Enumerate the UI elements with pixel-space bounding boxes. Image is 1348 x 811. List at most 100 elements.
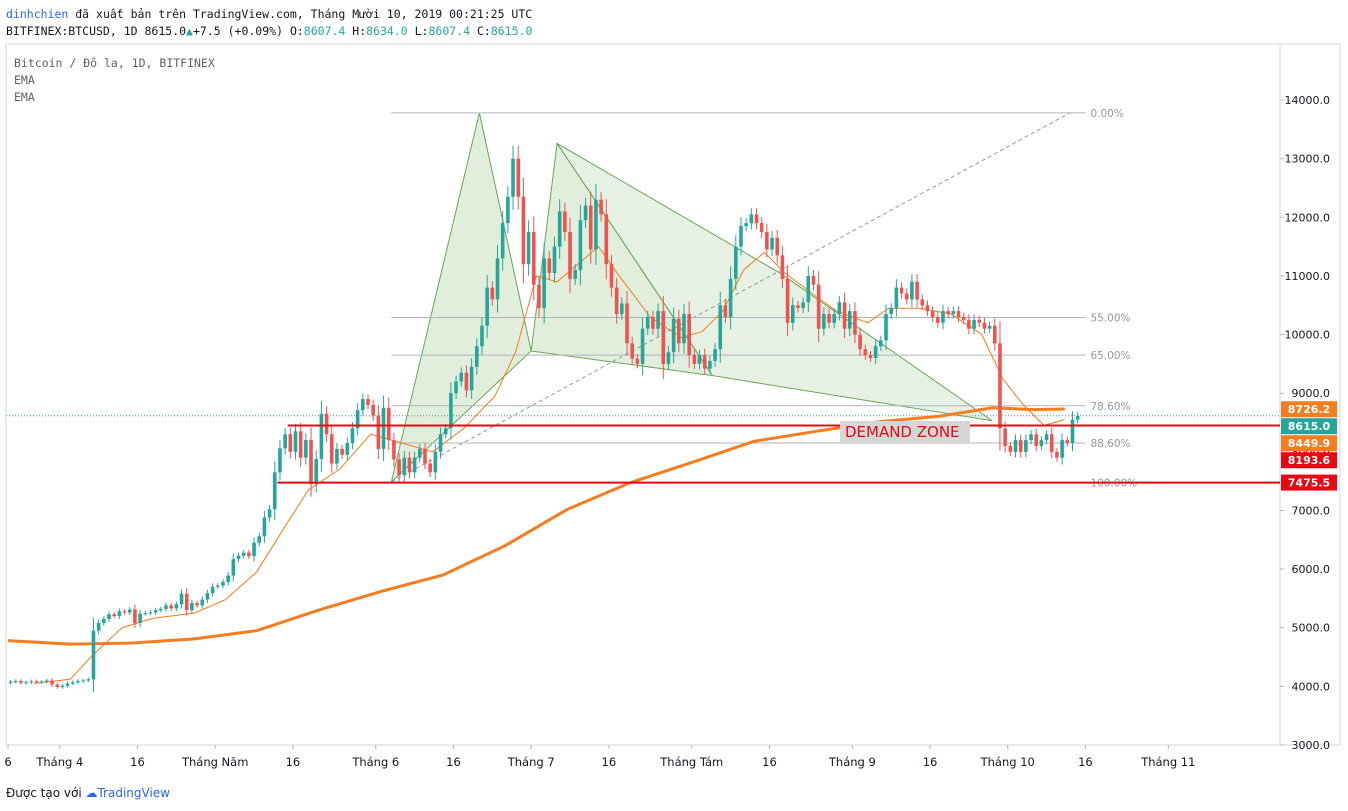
candle-body[interactable] — [298, 431, 303, 458]
candle-body[interactable] — [200, 599, 205, 606]
tradingview-brand-link[interactable]: TradingView — [97, 786, 170, 800]
candle-body[interactable] — [381, 407, 386, 449]
candle-body[interactable] — [412, 457, 417, 473]
candle-body[interactable] — [19, 681, 23, 683]
candle-body[interactable] — [552, 246, 557, 273]
candle-body[interactable] — [697, 355, 702, 364]
candle-body[interactable] — [407, 457, 412, 473]
candle-body[interactable] — [775, 237, 780, 256]
candle-body[interactable] — [1049, 434, 1054, 452]
candle-body[interactable] — [899, 287, 904, 294]
demand-zone-label[interactable]: DEMAND ZONE — [845, 423, 960, 441]
candle-body[interactable] — [563, 211, 567, 232]
candle-body[interactable] — [677, 318, 681, 344]
candle-body[interactable] — [464, 372, 469, 391]
candle-body[interactable] — [822, 314, 826, 329]
candle-body[interactable] — [853, 311, 857, 335]
candle-body[interactable] — [50, 680, 54, 685]
candle-body[interactable] — [733, 246, 738, 279]
candle-body[interactable] — [889, 308, 893, 315]
candle-body[interactable] — [609, 264, 614, 288]
candle-body[interactable] — [718, 305, 723, 350]
candle-body[interactable] — [60, 685, 65, 687]
candle-body[interactable] — [1024, 440, 1028, 452]
candle-body[interactable] — [811, 275, 816, 285]
candle-body[interactable] — [578, 220, 583, 271]
candle-body[interactable] — [583, 205, 588, 221]
candle-body[interactable] — [630, 343, 634, 359]
candle-body[interactable] — [418, 448, 422, 458]
candle-body[interactable] — [159, 608, 163, 611]
candle-body[interactable] — [96, 623, 101, 631]
candle-body[interactable] — [837, 302, 842, 315]
candle-body[interactable] — [107, 614, 111, 619]
candle-body[interactable] — [987, 325, 992, 329]
candle-body[interactable] — [651, 316, 655, 329]
candle-body[interactable] — [112, 614, 116, 616]
candle-body[interactable] — [568, 231, 572, 279]
candle-body[interactable] — [930, 311, 935, 317]
candle-body[interactable] — [8, 681, 13, 683]
ema-short-line[interactable] — [33, 245, 1065, 684]
candle-body[interactable] — [904, 293, 909, 300]
author-link[interactable]: dinhchien — [6, 7, 69, 21]
candle-body[interactable] — [832, 314, 837, 323]
candle-body[interactable] — [148, 612, 153, 614]
candle-body[interactable] — [702, 355, 707, 369]
candle-body[interactable] — [879, 340, 883, 347]
candle-body[interactable] — [174, 604, 179, 609]
candle-body[interactable] — [645, 316, 650, 329]
candle-body[interactable] — [992, 325, 997, 344]
candle-body[interactable] — [433, 451, 438, 473]
candle-body[interactable] — [1003, 428, 1007, 446]
candle-body[interactable] — [816, 284, 821, 329]
candle-body[interactable] — [86, 679, 91, 681]
candle-body[interactable] — [241, 552, 246, 556]
candle-body[interactable] — [604, 214, 609, 265]
candle-body[interactable] — [304, 440, 308, 458]
candle-body[interactable] — [345, 443, 350, 455]
candle-body[interactable] — [956, 311, 961, 317]
candle-body[interactable] — [1039, 440, 1044, 446]
candle-body[interactable] — [164, 605, 168, 609]
candle-body[interactable] — [495, 258, 500, 300]
candle-body[interactable] — [267, 509, 272, 518]
candle-body[interactable] — [868, 355, 873, 358]
candle-body[interactable] — [190, 603, 194, 611]
candle-body[interactable] — [210, 586, 215, 594]
candle-body[interactable] — [842, 302, 847, 329]
candle-body[interactable] — [537, 284, 541, 309]
candle-body[interactable] — [371, 404, 375, 416]
candle-body[interactable] — [827, 314, 831, 323]
candle-body[interactable] — [713, 349, 717, 361]
candle-body[interactable] — [1065, 440, 1070, 444]
candle-body[interactable] — [480, 325, 484, 347]
candle-body[interactable] — [759, 223, 764, 232]
candle-body[interactable] — [257, 536, 262, 543]
candle-body[interactable] — [469, 366, 474, 391]
candle-body[interactable] — [205, 593, 210, 600]
candle-body[interactable] — [402, 457, 407, 476]
candle-body[interactable] — [91, 630, 96, 680]
ema-long-line[interactable] — [7, 406, 1065, 646]
candle-body[interactable] — [967, 319, 971, 329]
candle-body[interactable] — [340, 448, 344, 455]
candle-body[interactable] — [428, 463, 432, 473]
candle-body[interactable] — [76, 681, 80, 683]
candle-body[interactable] — [283, 434, 287, 449]
candle-body[interactable] — [894, 287, 899, 309]
candle-body[interactable] — [847, 311, 852, 329]
candle-body[interactable] — [397, 459, 401, 476]
candle-body[interactable] — [1075, 415, 1080, 420]
candle-body[interactable] — [687, 314, 691, 356]
candle-body[interactable] — [1060, 440, 1064, 458]
candle-body[interactable] — [449, 393, 453, 429]
candle-body[interactable] — [625, 303, 629, 344]
candle-body[interactable] — [1034, 434, 1039, 446]
candle-body[interactable] — [790, 305, 795, 323]
candles[interactable] — [8, 145, 1080, 693]
candle-body[interactable] — [941, 311, 945, 323]
candle-body[interactable] — [557, 211, 562, 247]
candle-body[interactable] — [133, 609, 137, 624]
